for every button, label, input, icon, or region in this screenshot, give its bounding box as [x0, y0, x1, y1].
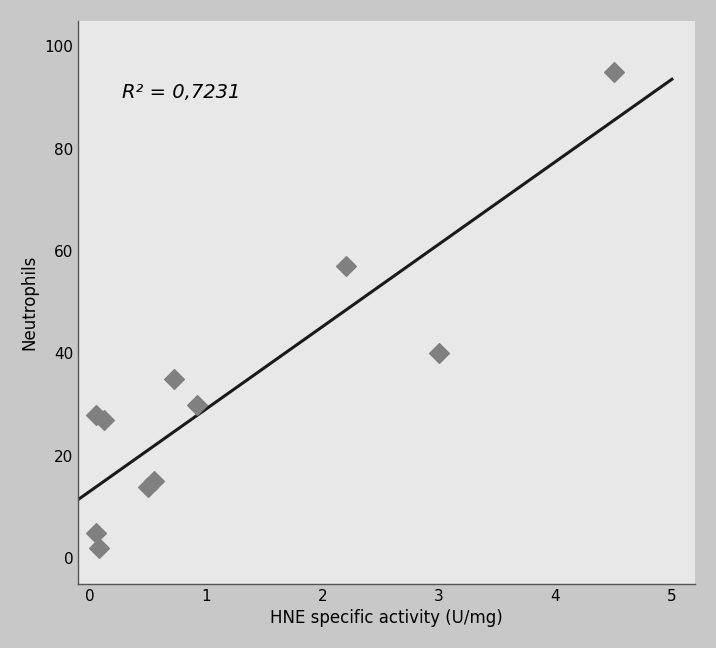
Y-axis label: Neutrophils: Neutrophils	[21, 255, 39, 350]
Point	[168, 374, 179, 384]
Point	[90, 527, 102, 538]
Point	[148, 476, 160, 487]
Point	[340, 261, 352, 272]
Point	[90, 410, 102, 420]
X-axis label: HNE specific activity (U/mg): HNE specific activity (U/mg)	[270, 609, 503, 627]
Point	[142, 481, 154, 492]
Point	[191, 399, 203, 410]
Point	[93, 543, 105, 553]
Point	[98, 415, 110, 425]
Text: R² = 0,7231: R² = 0,7231	[122, 82, 241, 102]
Point	[433, 348, 445, 358]
Point	[608, 67, 619, 77]
